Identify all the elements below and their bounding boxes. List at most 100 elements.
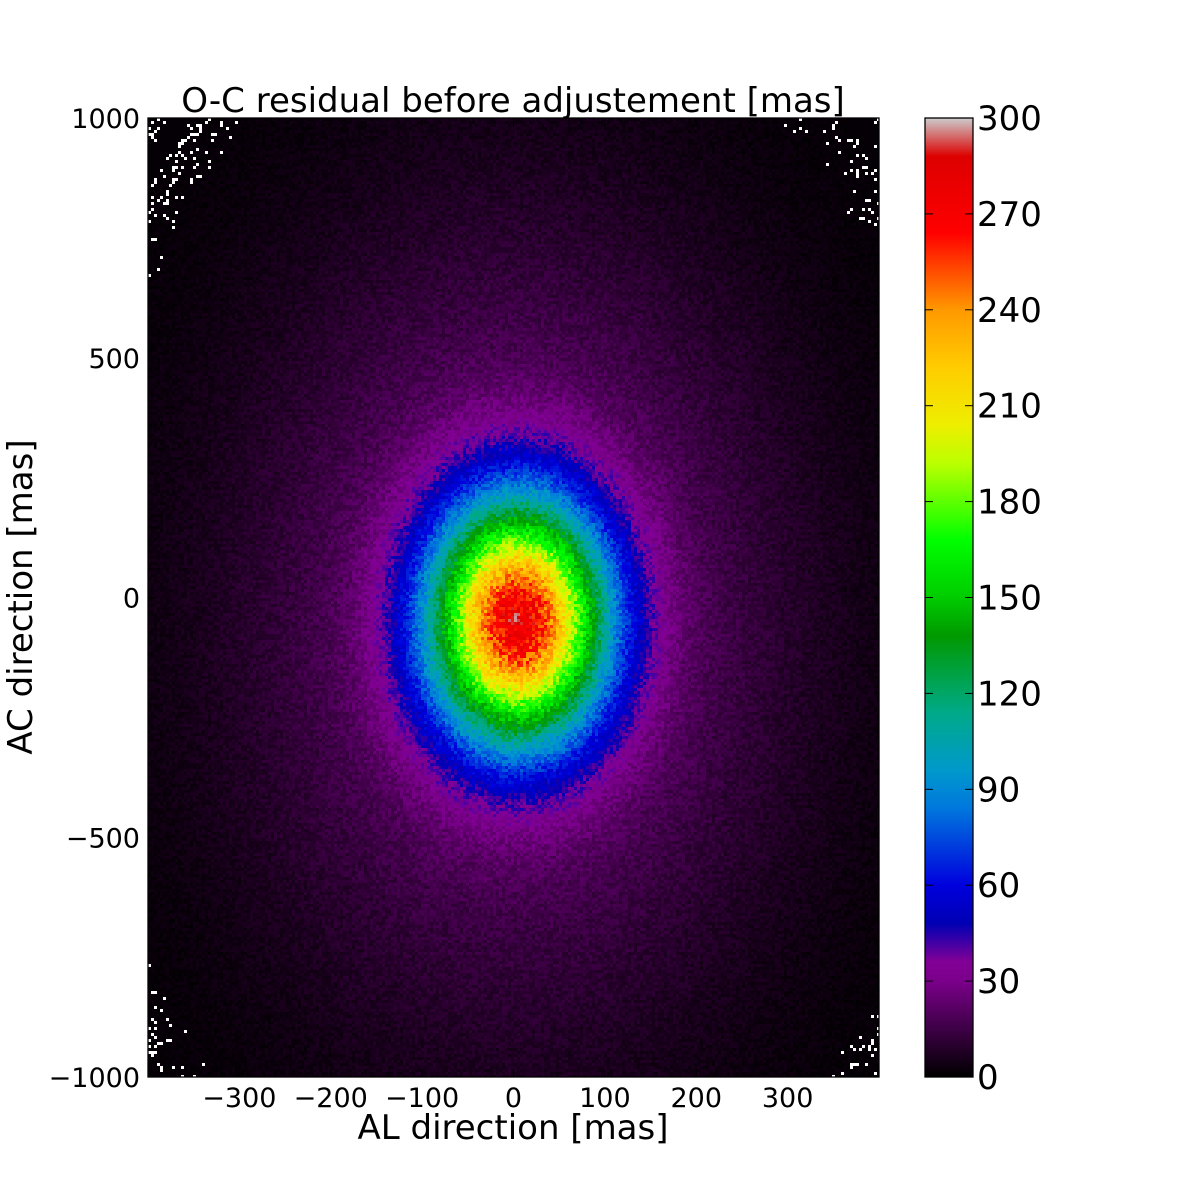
heatmap-cell (340, 121, 343, 124)
heatmap-cell (322, 124, 325, 127)
heatmap-cell (640, 130, 643, 133)
heatmap-cell (151, 127, 154, 130)
heatmap-cell (172, 136, 175, 139)
heatmap-cell (700, 130, 703, 133)
heatmap-cell (844, 121, 847, 124)
heatmap-cell (403, 121, 406, 124)
heatmap-cell (592, 130, 595, 133)
heatmap-cell (508, 127, 511, 130)
heatmap-cell (661, 124, 664, 127)
heatmap-cell (652, 133, 655, 136)
heatmap-cell (619, 121, 622, 124)
heatmap-cell (844, 124, 847, 127)
heatmap-cell (580, 127, 583, 130)
heatmap-cell (337, 130, 340, 133)
heatmap-cell (388, 127, 391, 130)
heatmap-cell (832, 121, 835, 124)
heatmap-cell (487, 121, 490, 124)
heatmap-cell (772, 133, 775, 136)
heatmap-cell (304, 133, 307, 136)
heatmap-cell (163, 127, 166, 130)
heatmap-cell (475, 130, 478, 133)
heatmap-cell (796, 133, 799, 136)
heatmap-cell (631, 124, 634, 127)
heatmap-cell (343, 121, 346, 124)
heatmap-cell (313, 124, 316, 127)
heatmap-cell (790, 124, 793, 127)
heatmap-cell (538, 127, 541, 130)
heatmap-cell (409, 133, 412, 136)
heatmap-cell (712, 121, 715, 124)
heatmap-cell (253, 121, 256, 124)
heatmap-cell (790, 130, 793, 133)
heatmap-cell (211, 121, 214, 124)
heatmap-cell (838, 130, 841, 133)
heatmap-cell (811, 124, 814, 127)
heatmap-cell (478, 121, 481, 124)
heatmap-cell (598, 121, 601, 124)
heatmap-cell (559, 121, 562, 124)
heatmap-cell (286, 124, 289, 127)
heatmap-cell (628, 130, 631, 133)
heatmap-cell (535, 121, 538, 124)
heatmap-cell (538, 121, 541, 124)
heatmap-cell (244, 121, 247, 124)
heatmap-cell (577, 133, 580, 136)
heatmap-cell (481, 130, 484, 133)
heatmap-cell (436, 136, 439, 139)
heatmap-cell (250, 127, 253, 130)
heatmap-cell (343, 124, 346, 127)
heatmap-cell (484, 124, 487, 127)
heatmap-cell (163, 133, 166, 136)
heatmap-cell (574, 127, 577, 130)
heatmap-cell (397, 136, 400, 139)
heatmap-cell (313, 133, 316, 136)
heatmap-cell (814, 133, 817, 136)
heatmap-cell (646, 130, 649, 133)
heatmap-cell (457, 127, 460, 130)
heatmap-cell (469, 133, 472, 136)
heatmap-cell (541, 130, 544, 133)
heatmap-cell (808, 127, 811, 130)
heatmap-cell (484, 130, 487, 133)
heatmap-cell (763, 130, 766, 133)
heatmap-cell (691, 133, 694, 136)
heatmap-cell (487, 124, 490, 127)
heatmap-cell (187, 121, 190, 124)
heatmap-cell (751, 127, 754, 130)
heatmap-cell (253, 136, 256, 139)
heatmap-cell (196, 127, 199, 130)
heatmap-cell (586, 124, 589, 127)
heatmap-cell (223, 124, 226, 127)
heatmap-cell (448, 121, 451, 124)
heatmap-cell (418, 121, 421, 124)
heatmap-cell (502, 124, 505, 127)
heatmap-cell (217, 136, 220, 139)
heatmap-cell (739, 121, 742, 124)
heatmap-cell (220, 127, 223, 130)
heatmap-cell (427, 121, 430, 124)
heatmap-cell (373, 127, 376, 130)
heatmap-cell (463, 130, 466, 133)
heatmap-cell (394, 124, 397, 127)
heatmap-cell (730, 127, 733, 130)
heatmap-cell (370, 136, 373, 139)
heatmap-cell (682, 124, 685, 127)
heatmap-cell (871, 130, 874, 133)
heatmap-cell (523, 133, 526, 136)
heatmap-cell (664, 121, 667, 124)
heatmap-cell (424, 121, 427, 124)
heatmap-cell (253, 133, 256, 136)
heatmap-cell (346, 136, 349, 139)
heatmap-cell (415, 124, 418, 127)
heatmap-cell (421, 130, 424, 133)
heatmap-cell (256, 133, 259, 136)
heatmap-cell (295, 124, 298, 127)
heatmap-cell (187, 130, 190, 133)
heatmap-cell (586, 127, 589, 130)
heatmap-cell (517, 136, 520, 139)
heatmap-cell (184, 124, 187, 127)
heatmap-cell (337, 133, 340, 136)
heatmap-cell (409, 127, 412, 130)
heatmap-cell (490, 121, 493, 124)
